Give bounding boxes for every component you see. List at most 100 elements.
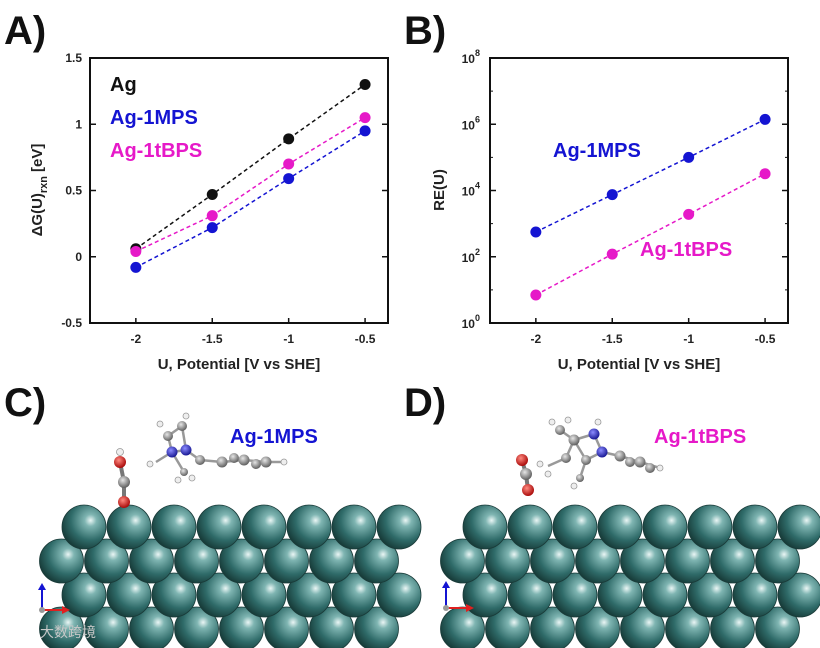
panel-d-letter: D) <box>404 381 446 425</box>
hydrogen-atom <box>656 464 664 472</box>
silver-atom <box>196 572 242 618</box>
silver-atom <box>39 606 84 648</box>
chartA-point <box>283 133 295 145</box>
silver-atom <box>710 538 755 584</box>
carbon-atom <box>163 431 173 441</box>
hydrogen-atom <box>116 448 124 456</box>
carbon-atom <box>520 468 532 480</box>
chartB-point <box>683 208 695 220</box>
chart-b-ylabel: RE(U) <box>431 169 448 211</box>
chartA-point <box>130 261 142 273</box>
molecule-d <box>516 416 664 496</box>
silver-atom <box>376 504 422 550</box>
chartA-ytick-label: 0 <box>75 250 82 264</box>
chart-a-xlabel: U, Potential [V vs SHE] <box>158 356 321 373</box>
hydrogen-atom <box>146 460 154 468</box>
chartA-point <box>359 125 371 137</box>
chart-a: -2 -1.5 -1 -0.5 -0.5 0 0.5 1 1.5 U, Potential [V… <box>29 51 389 373</box>
chartB-ytick-exp: 6 <box>475 114 480 124</box>
chartB-ytick-base: 10 <box>462 251 476 265</box>
chartA-ytick-label: 1 <box>75 117 82 131</box>
silver-atom <box>174 606 219 648</box>
silver-atom <box>309 538 354 584</box>
silver-atom <box>755 538 800 584</box>
carbon-atom <box>645 463 655 473</box>
chartB-ytick-exp: 8 <box>475 48 480 58</box>
chartB-ytick-exp: 4 <box>475 181 480 191</box>
chartB-fit-line-1 <box>535 173 766 296</box>
chartB-ytick-base: 10 <box>462 118 476 132</box>
carbon-atom <box>229 453 239 463</box>
hydrogen-atom <box>156 420 164 428</box>
silver-atom <box>61 572 107 618</box>
chart-b-points <box>530 113 771 301</box>
silver-atom <box>106 572 152 618</box>
legend-ag-1tbps: Ag-1tBPS <box>110 140 202 162</box>
silver-atom <box>331 572 377 618</box>
hydrogen-atom <box>544 470 552 478</box>
silver-atom <box>286 504 332 550</box>
silver-atom <box>264 538 309 584</box>
legend-ag-1mps: Ag-1MPS <box>110 107 198 129</box>
chart-b-fit-lines <box>535 118 766 296</box>
silver-atom <box>732 504 778 550</box>
chartA-point <box>283 173 295 185</box>
silver-atom <box>84 538 129 584</box>
silver-atom <box>665 538 710 584</box>
chartB-point <box>530 226 542 238</box>
silver-atom <box>241 504 287 550</box>
chartA-point <box>283 158 295 170</box>
hydrogen-atom <box>536 460 544 468</box>
oxygen-atom <box>522 484 534 496</box>
chartB-point <box>759 168 771 180</box>
silver-atom <box>286 572 332 618</box>
chartA-point <box>206 188 218 200</box>
carbon-atom <box>576 474 584 482</box>
hydrogen-atom <box>564 416 572 424</box>
silver-atom <box>264 606 309 648</box>
chart-a-points <box>130 79 371 273</box>
chartB-point <box>759 113 771 125</box>
silver-atom <box>151 504 197 550</box>
panel-c-letter: C) <box>4 381 46 425</box>
silver-atom <box>219 538 264 584</box>
carbon-atom <box>614 450 626 462</box>
carbon-atom <box>195 455 205 465</box>
silver-atom <box>39 538 84 584</box>
chart-b-xlabel: U, Potential [V vs SHE] <box>558 356 721 373</box>
silver-atom <box>552 572 598 618</box>
chartB-ytick-exp: 0 <box>475 313 480 323</box>
silver-atom <box>440 538 485 584</box>
silver-atom <box>530 606 575 648</box>
silver-atom <box>354 538 399 584</box>
chartB-ytick-base: 10 <box>462 52 476 66</box>
silver-atom <box>507 572 553 618</box>
carbon-atom <box>177 421 187 431</box>
silver-slab-d <box>440 504 820 648</box>
nitrogen-atom <box>180 444 192 456</box>
hydrogen-atom <box>182 412 190 420</box>
silver-atom <box>597 572 643 618</box>
silver-atom <box>687 572 733 618</box>
chartB-ytick-exp: 2 <box>475 247 480 257</box>
silver-atom <box>755 606 800 648</box>
chartB-ytick-label: 106 <box>462 114 480 132</box>
silver-atom <box>777 572 820 618</box>
watermark: 大数跨境 <box>40 624 96 640</box>
carbon-atom <box>581 455 591 465</box>
carbon-atom <box>555 425 565 435</box>
structure-d-label: Ag-1tBPS <box>654 426 746 448</box>
chart-a-ylabel-main: ΔG(U) <box>29 193 46 236</box>
nitrogen-atom <box>166 446 178 458</box>
molecule-c <box>114 412 288 508</box>
chartB-ytick-label: 102 <box>462 247 480 265</box>
chartB-fit-line-0 <box>535 118 766 233</box>
chartB-ytick-label: 104 <box>462 181 480 199</box>
chartB-xtick-label: -1.5 <box>602 332 623 346</box>
silver-atom <box>129 538 174 584</box>
chart-a-ticks: -2 -1.5 -1 -0.5 -0.5 0 0.5 1 1.5 <box>61 51 388 346</box>
chart-b-label-ag-1mps: Ag-1MPS <box>553 140 641 162</box>
silver-atom <box>84 606 129 648</box>
chartA-fit-line-1 <box>135 130 366 269</box>
